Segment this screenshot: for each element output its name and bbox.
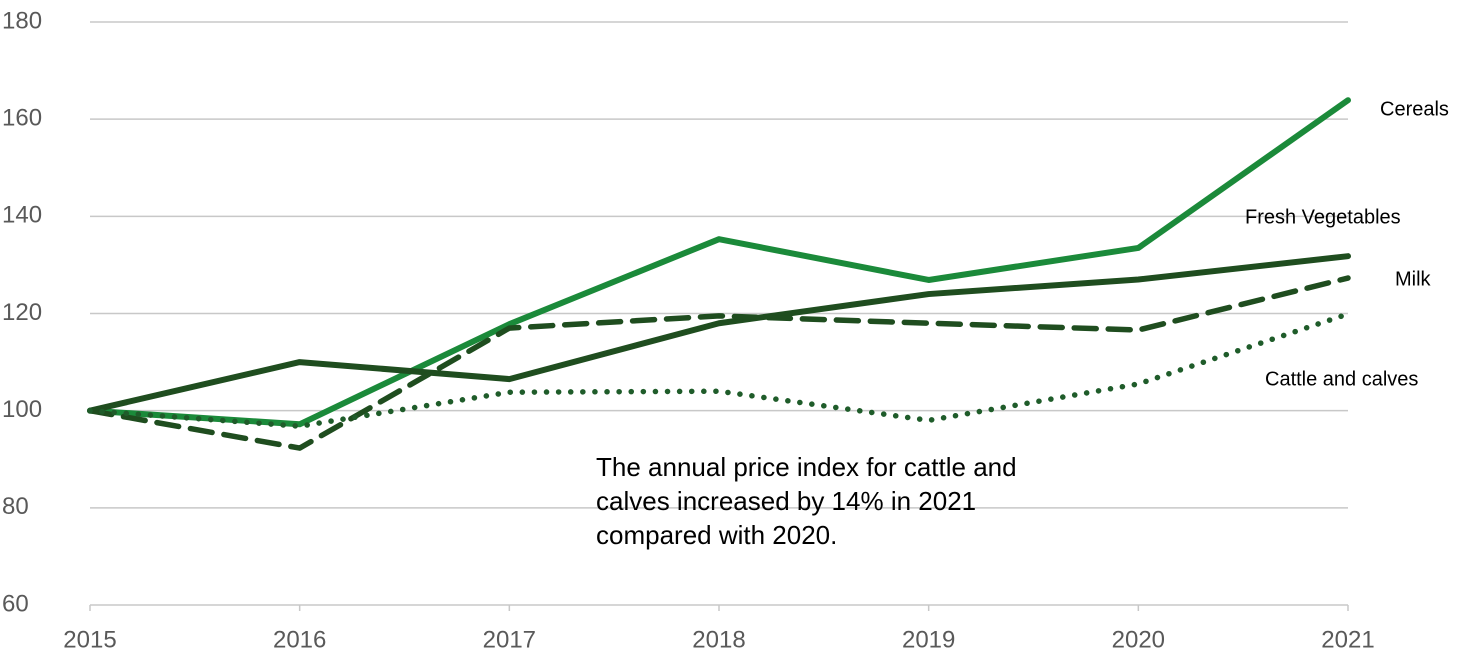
y-tick-label: 100 [2, 396, 42, 423]
series-line [87, 311, 1351, 429]
x-tick-label: 2020 [1112, 626, 1165, 653]
y-tick-label: 160 [2, 105, 42, 132]
annotation: The annual price index for cattle and ca… [596, 452, 1017, 550]
x-tick-label: 2018 [692, 626, 745, 653]
series-label: Cereals [1380, 98, 1449, 120]
series-line [87, 275, 1351, 451]
series-line [87, 97, 1351, 428]
y-tick-label: 60 [2, 590, 29, 617]
x-tick-label: 2021 [1321, 626, 1374, 653]
y-tick-label: 80 [2, 493, 29, 520]
x-tick-label: 2017 [483, 626, 536, 653]
x-tick-label: 2019 [902, 626, 955, 653]
y-tick-label: 140 [2, 202, 42, 229]
x-tick-label: 2015 [63, 626, 116, 653]
y-tick-label: 120 [2, 299, 42, 326]
series-label: Milk [1395, 268, 1432, 290]
series-label: Fresh Vegetables [1245, 206, 1401, 228]
y-tick-label: 180 [2, 7, 42, 34]
series-label: Cattle and calves [1265, 368, 1418, 390]
x-tick-label: 2016 [273, 626, 326, 653]
series-line [87, 253, 1351, 414]
